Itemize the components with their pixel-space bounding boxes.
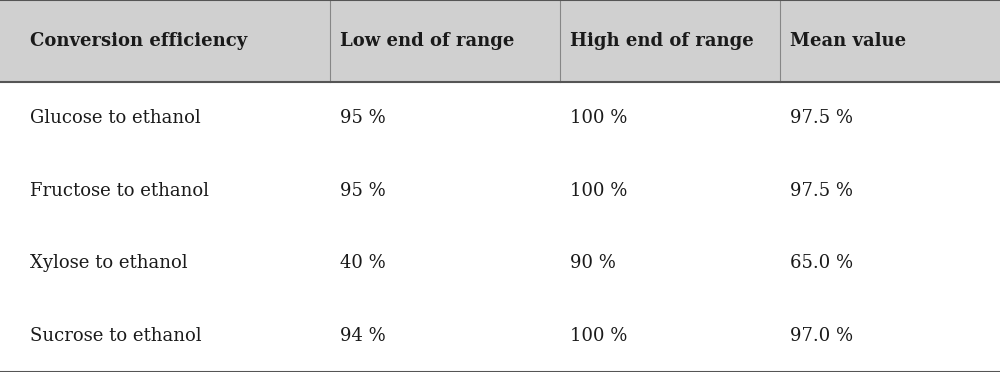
Text: 40 %: 40 % (340, 254, 386, 272)
Text: Sucrose to ethanol: Sucrose to ethanol (30, 327, 202, 345)
Text: 100 %: 100 % (570, 109, 627, 127)
Text: 90 %: 90 % (570, 254, 616, 272)
Text: High end of range: High end of range (570, 32, 754, 50)
Text: 97.5 %: 97.5 % (790, 109, 853, 127)
Text: 95 %: 95 % (340, 109, 386, 127)
Text: 100 %: 100 % (570, 327, 627, 345)
Text: 95 %: 95 % (340, 182, 386, 200)
Text: Xylose to ethanol: Xylose to ethanol (30, 254, 188, 272)
Text: Glucose to ethanol: Glucose to ethanol (30, 109, 201, 127)
Bar (0, 227, 1000, 299)
Text: Low end of range: Low end of range (340, 32, 514, 50)
Bar (0, 299, 1000, 372)
Text: Fructose to ethanol: Fructose to ethanol (30, 182, 209, 200)
Bar (0, 154, 1000, 227)
Text: Conversion efficiency: Conversion efficiency (30, 32, 247, 50)
Text: 100 %: 100 % (570, 182, 627, 200)
Bar (0, 82, 1000, 154)
Bar (0, 0, 1000, 82)
Text: Mean value: Mean value (790, 32, 906, 50)
Text: 97.0 %: 97.0 % (790, 327, 853, 345)
Text: 65.0 %: 65.0 % (790, 254, 853, 272)
Text: 94 %: 94 % (340, 327, 386, 345)
Text: 97.5 %: 97.5 % (790, 182, 853, 200)
